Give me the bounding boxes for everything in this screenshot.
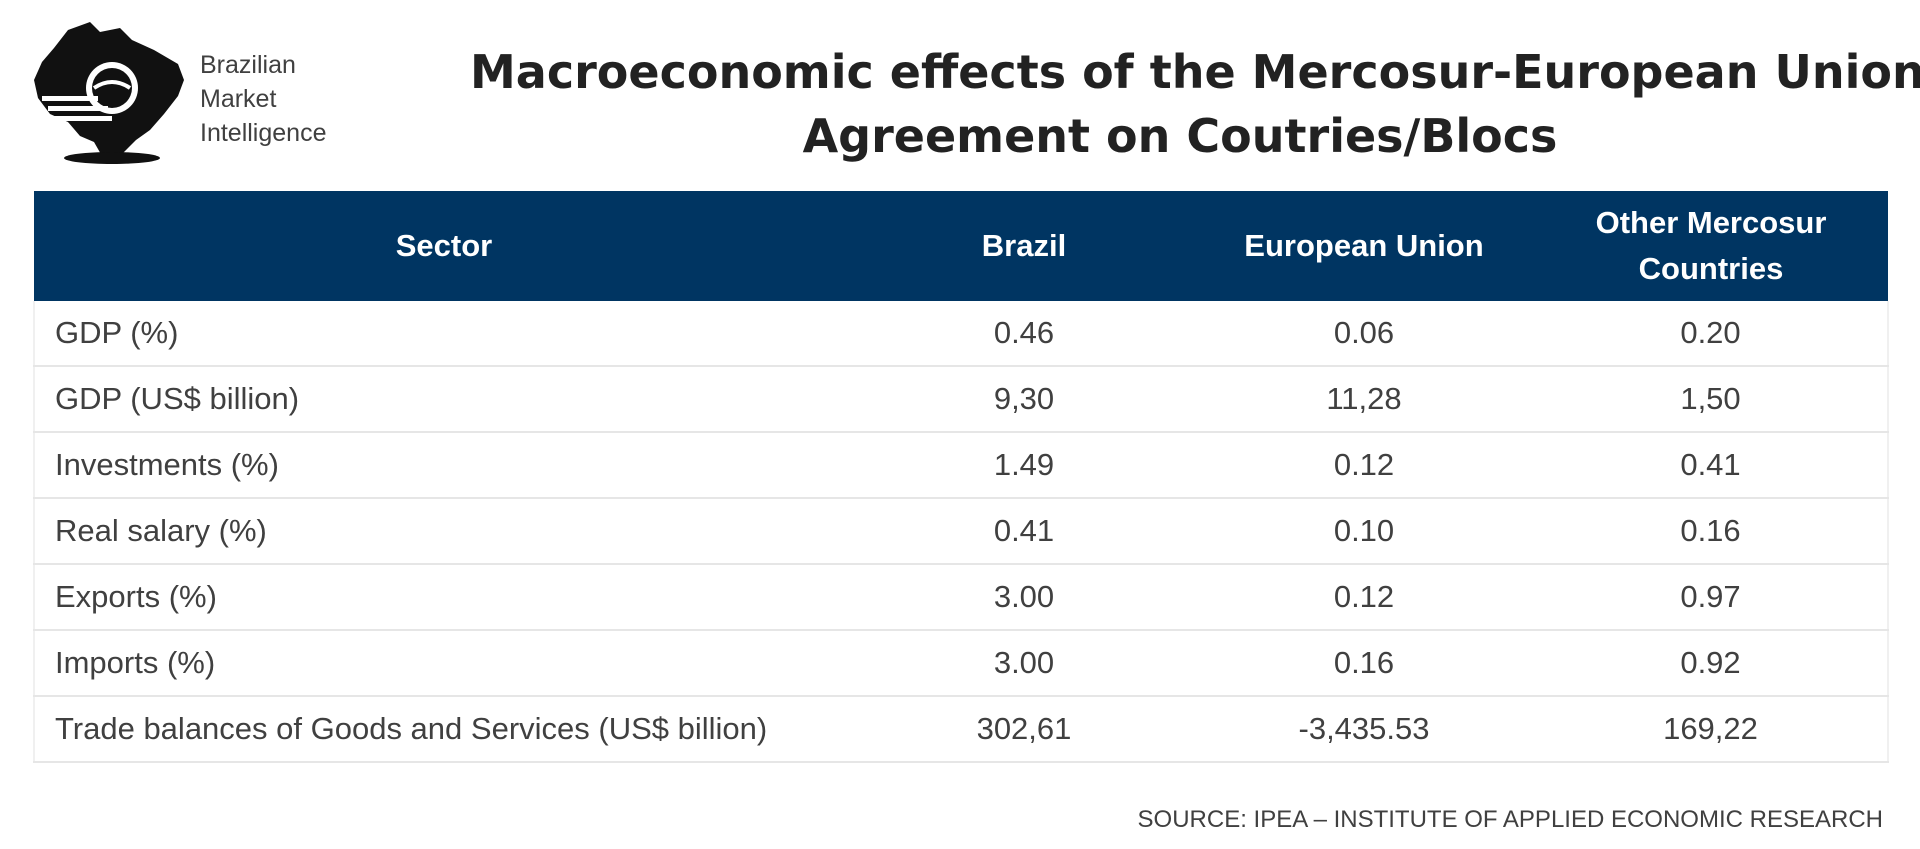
table-row: Exports (%) 3.00 0.12 0.97 <box>33 564 1889 631</box>
brand-line-1: Brazilian <box>200 51 296 79</box>
row-brazil-value: 0.41 <box>854 498 1194 565</box>
row-eu-value: 0.12 <box>1194 432 1534 499</box>
row-sector: GDP (%) <box>33 301 854 367</box>
header-brazil: Brazil <box>854 191 1194 301</box>
row-brazil-value: 3.00 <box>854 630 1194 697</box>
brand-line-2: Market <box>200 85 277 113</box>
row-eu-value: 0.16 <box>1194 630 1534 697</box>
macroeconomic-table: Sector Brazil European Union Other Merco… <box>33 191 1889 763</box>
table-row: Trade balances of Goods and Services (US… <box>33 696 1889 763</box>
brand-line-3: Intelligence <box>200 119 327 147</box>
brand-name: Brazilian Market Intelligence <box>200 48 326 150</box>
row-other-mercosur-value: 0.16 <box>1534 498 1889 565</box>
row-other-mercosur-value: 0.41 <box>1534 432 1889 499</box>
row-other-mercosur-value: 1,50 <box>1534 366 1889 433</box>
header-other-mercosur: Other Mercosur Countries <box>1534 191 1888 301</box>
header-sector: Sector <box>34 191 854 301</box>
row-sector: Exports (%) <box>33 564 854 631</box>
title-line-2: Agreement on Coutries/Blocs <box>802 109 1558 163</box>
source-note: SOURCE: IPEA – INSTITUTE OF APPLIED ECON… <box>1137 806 1883 833</box>
row-sector: Imports (%) <box>33 630 854 697</box>
page-title: Macroeconomic effects of the Mercosur-Eu… <box>470 40 1920 168</box>
brazil-map-logo-icon <box>28 18 188 168</box>
row-sector: Trade balances of Goods and Services (US… <box>33 696 854 763</box>
table-row: Imports (%) 3.00 0.16 0.92 <box>33 630 1889 697</box>
title-line-1: Macroeconomic effects of the Mercosur-Eu… <box>470 45 1920 99</box>
row-brazil-value: 9,30 <box>854 366 1194 433</box>
header-european-union: European Union <box>1194 191 1534 301</box>
row-eu-value: 0.12 <box>1194 564 1534 631</box>
table-row: GDP (US$ billion) 9,30 11,28 1,50 <box>33 366 1889 433</box>
row-brazil-value: 1.49 <box>854 432 1194 499</box>
table-row: Real salary (%) 0.41 0.10 0.16 <box>33 498 1889 565</box>
row-brazil-value: 302,61 <box>854 696 1194 763</box>
row-brazil-value: 0.46 <box>854 301 1194 367</box>
row-eu-value: 0.06 <box>1194 301 1534 367</box>
table-row: Investments (%) 1.49 0.12 0.41 <box>33 432 1889 499</box>
row-brazil-value: 3.00 <box>854 564 1194 631</box>
row-sector: Real salary (%) <box>33 498 854 565</box>
row-other-mercosur-value: 0.20 <box>1534 301 1889 367</box>
row-eu-value: -3,435.53 <box>1194 696 1534 763</box>
table-row: GDP (%) 0.46 0.06 0.20 <box>33 301 1889 367</box>
row-other-mercosur-value: 169,22 <box>1534 696 1889 763</box>
row-sector: GDP (US$ billion) <box>33 366 854 433</box>
row-eu-value: 11,28 <box>1194 366 1534 433</box>
row-sector: Investments (%) <box>33 432 854 499</box>
row-eu-value: 0.10 <box>1194 498 1534 565</box>
row-other-mercosur-value: 0.92 <box>1534 630 1889 697</box>
table-header-row: Sector Brazil European Union Other Merco… <box>34 191 1888 301</box>
row-other-mercosur-value: 0.97 <box>1534 564 1889 631</box>
